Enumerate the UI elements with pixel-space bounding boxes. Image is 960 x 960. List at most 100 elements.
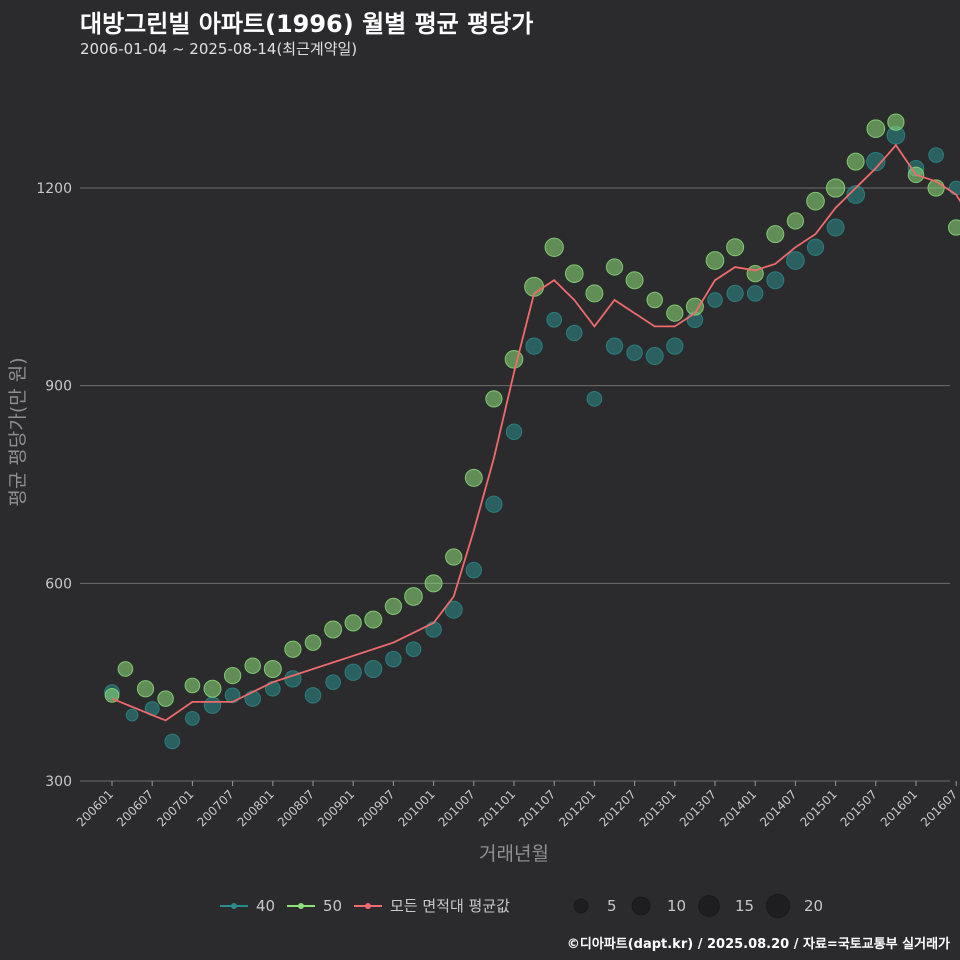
data-point-40: [746, 285, 764, 302]
data-point-40: [264, 680, 281, 697]
data-point-40: [766, 271, 785, 290]
data-point-40: [866, 151, 886, 172]
legend-key-dot: [365, 903, 371, 909]
data-point-40: [546, 311, 563, 328]
x-tick-label: 200907: [355, 787, 397, 829]
legend-label: 40: [256, 897, 275, 915]
data-point-50: [585, 284, 604, 303]
data-point-50: [184, 677, 201, 694]
x-tick-label: 201601: [878, 787, 920, 829]
data-point-40: [485, 495, 503, 513]
data-point-50: [424, 574, 443, 593]
data-point-50: [117, 661, 134, 677]
chart-title: 대방그린빌 아파트(1996) 월별 평균 평당가: [80, 10, 534, 38]
data-point-50: [404, 587, 423, 606]
data-point-50: [605, 258, 624, 276]
data-point-40: [666, 337, 684, 355]
data-point-40: [344, 663, 362, 681]
data-point-40: [203, 696, 222, 714]
data-point-50: [157, 690, 174, 707]
scatter-points: [104, 113, 960, 750]
y-axis-title: 평균 평당가(만 원): [7, 357, 29, 506]
data-point-50: [646, 291, 663, 309]
data-point-50: [324, 620, 343, 639]
data-point-40: [826, 218, 845, 237]
x-tick-label: 201507: [838, 787, 880, 829]
legend-key-dot: [298, 903, 304, 909]
data-point-40: [405, 641, 422, 658]
data-point-50: [223, 666, 242, 685]
data-point-50: [504, 349, 524, 369]
data-point-40: [846, 185, 866, 204]
data-point-50: [304, 634, 322, 651]
data-point-50: [766, 225, 785, 244]
data-point-50: [364, 610, 383, 629]
data-point-50: [846, 152, 865, 171]
y-tick-label: 600: [45, 576, 72, 592]
legend-size-label: 20: [804, 897, 823, 915]
data-point-50: [244, 657, 261, 674]
data-point-50: [666, 304, 684, 322]
data-point-40: [304, 687, 322, 704]
data-point-50: [887, 113, 905, 131]
data-point-50: [104, 687, 120, 703]
x-axis: 2006012006072007012007072008012008072009…: [74, 781, 960, 830]
legend-size-key: [631, 896, 651, 916]
data-point-40: [185, 711, 200, 726]
data-point-50: [726, 238, 745, 257]
data-point-50: [786, 212, 805, 230]
data-point-50: [384, 597, 403, 616]
data-point-40: [626, 344, 643, 361]
x-tick-label: 201307: [677, 787, 719, 829]
chart-subtitle: 2006-01-04 ~ 2025-08-14(최근계약일): [80, 40, 358, 58]
data-point-40: [385, 650, 402, 668]
data-point-50: [866, 119, 886, 139]
x-tick-label: 200607: [114, 787, 156, 829]
x-tick-label: 201301: [637, 787, 679, 829]
data-point-40: [164, 733, 181, 750]
x-tick-label: 200801: [235, 787, 277, 829]
legend-label: 50: [323, 897, 342, 915]
data-point-50: [344, 614, 362, 632]
data-point-50: [806, 191, 825, 211]
data-point-50: [625, 271, 644, 290]
x-tick-label: 201107: [516, 787, 558, 829]
grid-lines: [80, 187, 950, 782]
legend-size-label: 5: [607, 897, 617, 915]
x-tick-label: 201401: [717, 787, 759, 829]
data-point-50: [284, 640, 302, 658]
legend-size-label: 15: [735, 897, 754, 915]
data-point-50: [705, 251, 725, 270]
y-tick-label: 1200: [36, 181, 72, 197]
x-tick-label: 200601: [74, 787, 116, 829]
data-point-40: [786, 251, 805, 270]
x-tick-label: 200807: [275, 787, 317, 829]
data-point-50: [544, 237, 564, 257]
data-point-50: [203, 679, 222, 698]
data-point-40: [224, 687, 241, 704]
legend-size-key: [698, 895, 720, 917]
data-point-40: [125, 708, 139, 722]
x-tick-label: 201201: [556, 787, 598, 829]
data-point-40: [364, 659, 383, 678]
data-point-40: [605, 337, 624, 355]
data-point-40: [566, 324, 583, 342]
data-point-40: [707, 292, 723, 308]
legend-size-label: 10: [667, 897, 686, 915]
data-point-40: [425, 621, 442, 638]
average-line-path: [111, 143, 960, 722]
x-tick-label: 201207: [596, 787, 638, 829]
legend-label: 모든 면적대 평균값: [390, 897, 510, 915]
data-point-40: [586, 391, 603, 407]
data-point-40: [645, 347, 664, 366]
y-tick-label: 900: [45, 379, 72, 395]
y-tick-label: 300: [45, 774, 72, 790]
data-point-50: [685, 297, 704, 316]
x-tick-label: 201607: [918, 787, 960, 829]
data-point-50: [445, 548, 463, 566]
data-point-40: [806, 238, 825, 256]
data-point-40: [726, 284, 744, 303]
data-point-50: [136, 680, 155, 698]
legend-size-key: [765, 893, 791, 919]
